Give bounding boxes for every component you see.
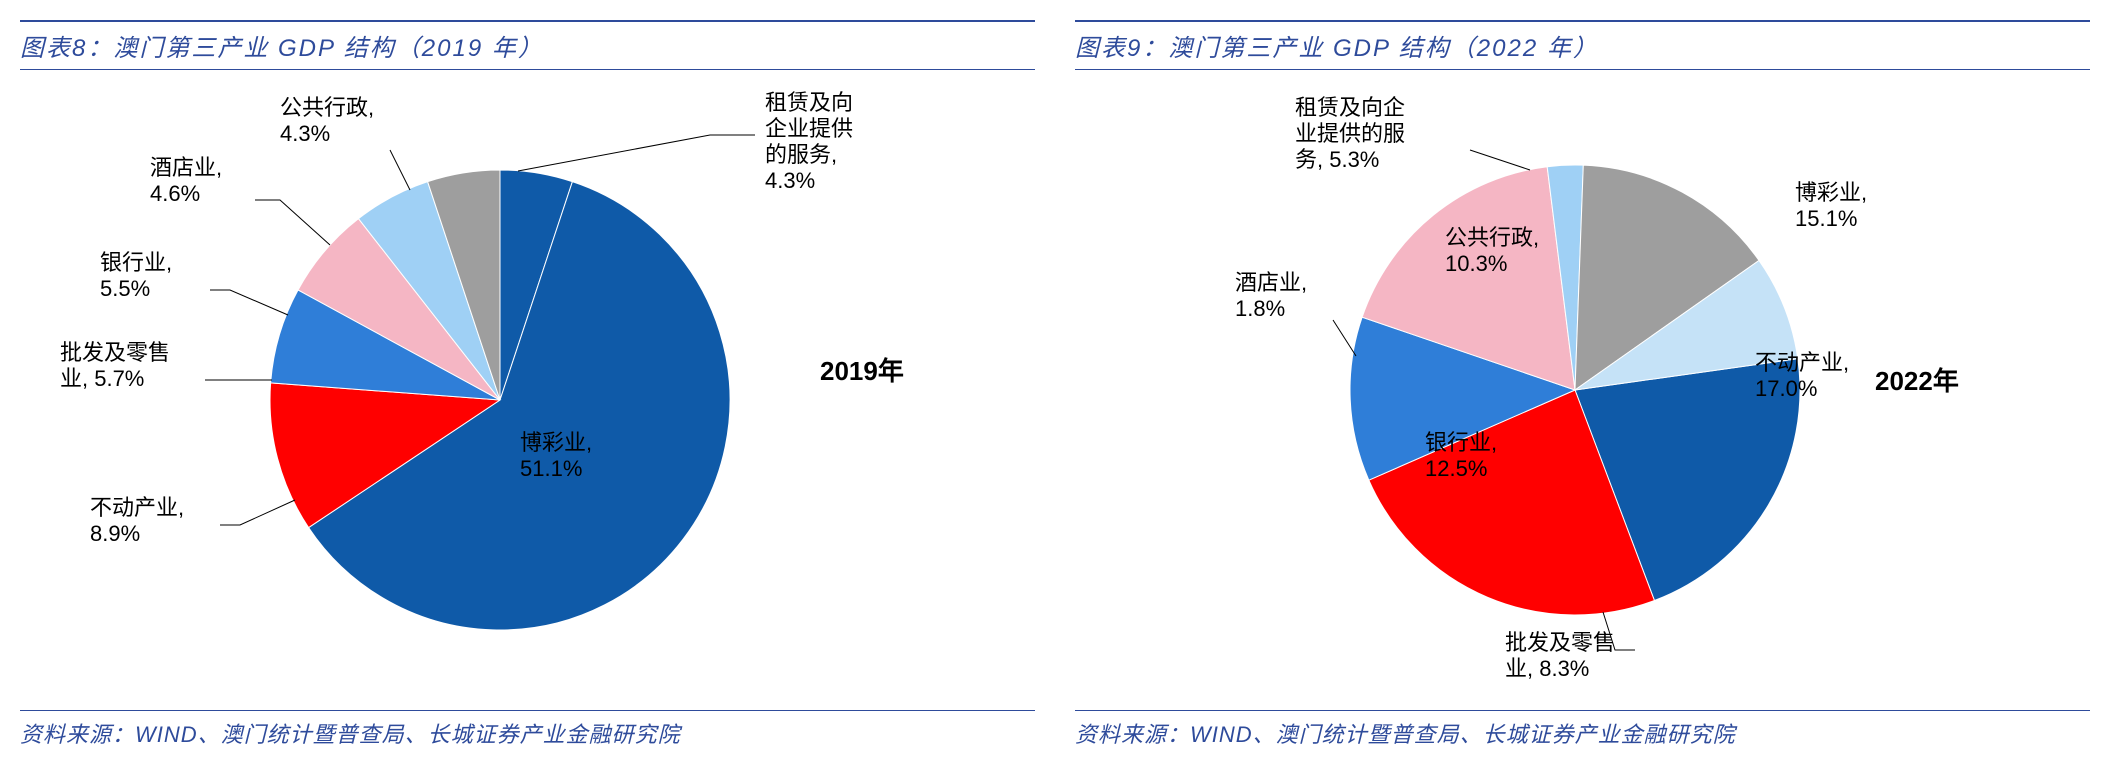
- slice-label: 不动产业,8.9%: [90, 495, 184, 546]
- slice-label: 银行业,5.5%: [100, 250, 172, 301]
- chart-panel-2019: 图表8：澳门第三产业 GDP 结构（2019 年） 租赁及向企业提供的服务,4.…: [20, 20, 1035, 755]
- leader-line: [220, 500, 295, 525]
- slice-label: 租赁及向企业提供的服务, 5.3%: [1295, 95, 1405, 172]
- year-label: 2022年: [1875, 366, 1959, 396]
- leader-line: [1333, 320, 1356, 356]
- slice-label: 银行业,12.5%: [1425, 430, 1497, 481]
- slice-label: 博彩业,51.1%: [520, 430, 592, 481]
- chart-panel-2022: 图表9：澳门第三产业 GDP 结构（2022 年） 博彩业,15.1% 不动产业,…: [1075, 20, 2090, 755]
- leader-line: [1470, 150, 1530, 170]
- slice-label: 公共行政,4.3%: [280, 95, 374, 146]
- chart-title: 图表9：澳门第三产业 GDP 结构（2022 年）: [1075, 35, 1599, 62]
- slice-label: 不动产业,17.0%: [1755, 350, 1849, 401]
- source-bar: 资料来源：WIND、澳门统计暨普查局、长城证券产业金融研究院: [20, 711, 1035, 755]
- title-bar: 图表8：澳门第三产业 GDP 结构（2019 年）: [20, 20, 1035, 70]
- slice-label: 酒店业,1.8%: [1235, 270, 1307, 321]
- source-bar: 资料来源：WIND、澳门统计暨普查局、长城证券产业金融研究院: [1075, 711, 2090, 755]
- pie-svg-2019: 租赁及向企业提供的服务,4.3% 博彩业,51.1% 不动产业,8.9% 批发及零售业…: [20, 70, 1035, 710]
- source-text: 资料来源：WIND、澳门统计暨普查局、长城证券产业金融研究院: [1075, 722, 1736, 747]
- slice-label: 批发及零售业, 5.7%: [60, 340, 170, 391]
- leader-line: [518, 135, 755, 171]
- year-label: 2019年: [820, 356, 904, 386]
- leader-line: [210, 290, 288, 315]
- leader-line: [255, 200, 330, 245]
- source-text: 资料来源：WIND、澳门统计暨普查局、长城证券产业金融研究院: [20, 722, 681, 747]
- chart-body: 博彩业,15.1% 不动产业,17.0% 批发及零售业, 8.3% 银行业,12.5%…: [1075, 70, 2090, 711]
- slice-label: 博彩业,15.1%: [1795, 180, 1867, 231]
- slice-label: 酒店业,4.6%: [150, 155, 222, 206]
- chart-title: 图表8：澳门第三产业 GDP 结构（2019 年）: [20, 35, 544, 62]
- slice-label: 批发及零售业, 8.3%: [1505, 630, 1615, 681]
- title-bar: 图表9：澳门第三产业 GDP 结构（2022 年）: [1075, 20, 2090, 70]
- charts-row: 图表8：澳门第三产业 GDP 结构（2019 年） 租赁及向企业提供的服务,4.…: [20, 20, 2090, 755]
- slice-label: 租赁及向企业提供的服务,4.3%: [765, 90, 853, 193]
- leader-line: [390, 150, 410, 190]
- chart-body: 租赁及向企业提供的服务,4.3% 博彩业,51.1% 不动产业,8.9% 批发及零售业…: [20, 70, 1035, 711]
- pie-svg-2022: 博彩业,15.1% 不动产业,17.0% 批发及零售业, 8.3% 银行业,12.5%…: [1075, 70, 2090, 710]
